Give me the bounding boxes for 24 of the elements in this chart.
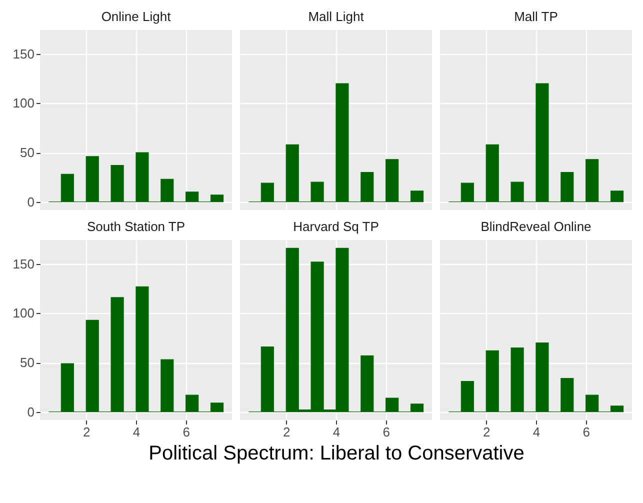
chart-title: Online Light — [101, 9, 172, 24]
x-tick-label: 2 — [483, 424, 490, 440]
chart-title: South Station TP — [86, 219, 186, 234]
chart-title: BlindReveal Online — [480, 219, 592, 234]
chart-title: Harvard Sq TP — [293, 219, 379, 234]
x-tick-label: 6 — [182, 424, 190, 440]
y-tick-label: 0 — [27, 194, 34, 210]
y-tick-label: 150 — [12, 256, 34, 272]
chart-title: Mall Light — [308, 9, 364, 24]
x-tick-label: 6 — [382, 424, 390, 440]
y-tick-label: 100 — [12, 96, 34, 111]
y-tick-label: 100 — [12, 306, 34, 321]
x-tick-label: 2 — [283, 424, 290, 440]
y-tick-label: 0 — [27, 404, 34, 420]
x-axis-title: Political Spectrum: Liberal to Conservative — [148, 442, 524, 464]
x-tick-label: 6 — [582, 424, 590, 440]
x-tick-label: 4 — [132, 424, 140, 440]
y-tick-label: 150 — [12, 46, 34, 62]
y-tick-label: 50 — [20, 145, 34, 160]
chart-title: Mall TP — [514, 9, 558, 24]
x-tick-label: 4 — [332, 424, 340, 440]
x-tick-label: 2 — [83, 424, 90, 440]
y-tick-label: 50 — [20, 355, 34, 370]
x-tick-label: 4 — [532, 424, 540, 440]
